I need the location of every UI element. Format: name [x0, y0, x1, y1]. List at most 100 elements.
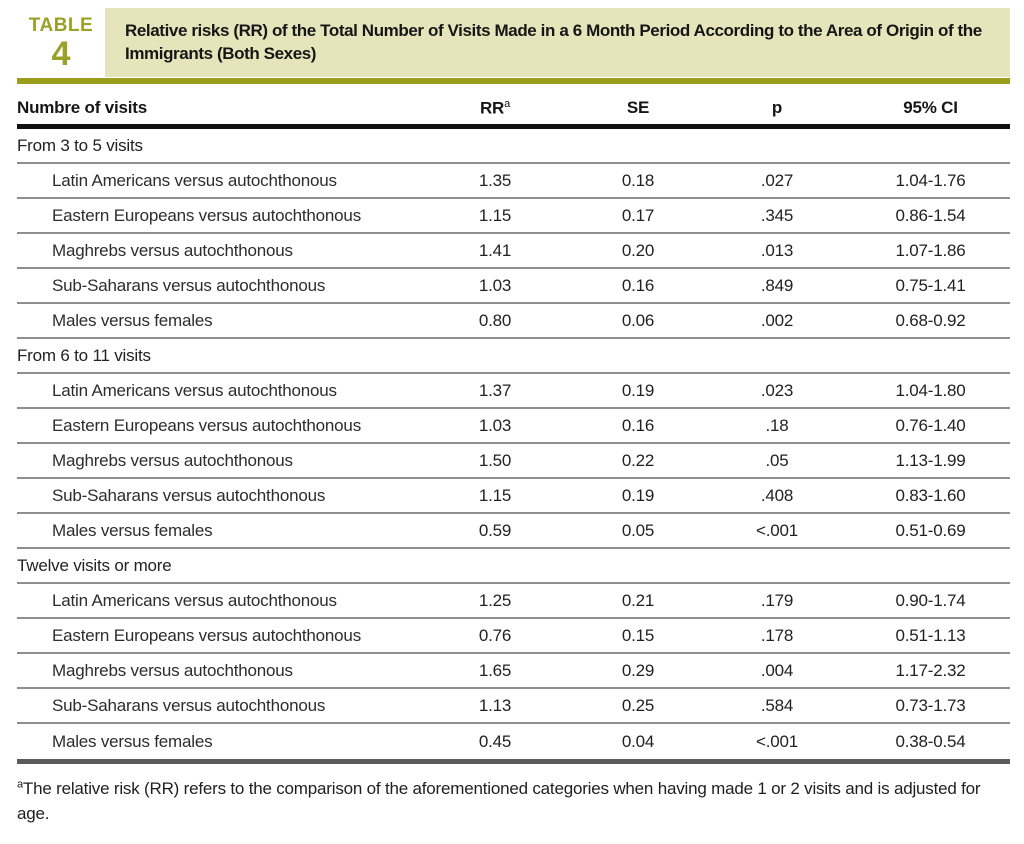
- cell-rr: 1.50: [478, 450, 512, 470]
- row-label: Sub-Saharans versus autochthonous: [52, 695, 326, 715]
- column-header-row: Numbre of visits RRa SE p 95% CI: [17, 92, 1010, 124]
- cell-p: .05: [765, 450, 789, 470]
- table-header: TABLE 4 Relative risks (RR) of the Total…: [17, 8, 1010, 77]
- cell-ci: 0.83-1.60: [895, 485, 966, 505]
- column-header-p: p: [771, 98, 783, 117]
- cell-p: .178: [760, 625, 794, 645]
- cell-se: 0.05: [621, 520, 655, 540]
- cell-ci: 0.90-1.74: [895, 590, 966, 610]
- row-label: Males versus females: [52, 520, 213, 540]
- row-label: Sub-Saharans versus autochthonous: [52, 275, 326, 295]
- section-header-row: From 6 to 11 visits: [17, 339, 1010, 374]
- cell-se: 0.19: [621, 485, 655, 505]
- column-header-rr-superscript: a: [504, 97, 511, 110]
- row-label: Eastern Europeans versus autochthonous: [52, 625, 361, 645]
- cell-rr: 1.37: [478, 380, 512, 400]
- cell-p: .345: [760, 205, 794, 225]
- table-row: Sub-Saharans versus autochthonous 1.13 0.2…: [17, 689, 1010, 724]
- table-body: From 3 to 5 visits Latin Americans versus…: [17, 129, 1010, 764]
- cell-se: 0.19: [621, 380, 655, 400]
- cell-p: .584: [760, 695, 794, 715]
- table-row: Maghrebs versus autochthonous 1.50 0.22 .05…: [17, 444, 1010, 479]
- cell-ci: 1.04-1.76: [895, 170, 966, 190]
- cell-se: 0.16: [621, 275, 655, 295]
- cell-rr: 1.41: [478, 240, 512, 260]
- cell-ci: 0.75-1.41: [895, 275, 966, 295]
- section-header-row: Twelve visits or more: [17, 549, 1010, 584]
- row-label: Maghrebs versus autochthonous: [52, 450, 293, 470]
- cell-se: 0.18: [621, 170, 655, 190]
- title-band: Relative risks (RR) of the Total Number …: [105, 8, 1010, 77]
- section-label: From 6 to 11 visits: [17, 345, 151, 365]
- table-row: Eastern Europeans versus autochthonous 1.…: [17, 409, 1010, 444]
- cell-rr: 1.35: [478, 170, 512, 190]
- cell-ci: 0.68-0.92: [895, 310, 966, 330]
- cell-se: 0.06: [621, 310, 655, 330]
- section-label: From 3 to 5 visits: [17, 135, 143, 155]
- cell-ci: 1.04-1.80: [895, 380, 966, 400]
- cell-se: 0.21: [621, 590, 655, 610]
- cell-se: 0.20: [621, 240, 655, 260]
- cell-se: 0.17: [621, 205, 655, 225]
- cell-se: 0.04: [621, 731, 655, 751]
- cell-rr: 1.03: [478, 415, 512, 435]
- cell-ci: 0.51-0.69: [895, 520, 966, 540]
- cell-se: 0.25: [621, 695, 655, 715]
- cell-rr: 1.25: [478, 590, 512, 610]
- cell-p: .849: [760, 275, 794, 295]
- cell-p: .179: [760, 590, 794, 610]
- row-label: Eastern Europeans versus autochthonous: [52, 205, 361, 225]
- section-label: Twelve visits or more: [17, 555, 172, 575]
- row-label: Males versus females: [52, 731, 213, 751]
- cell-se: 0.15: [621, 625, 655, 645]
- column-header-visits: Numbre of visits: [17, 98, 147, 117]
- table-footnote: aThe relative risk (RR) refers to the co…: [17, 777, 1007, 826]
- row-label: Sub-Saharans versus autochthonous: [52, 485, 326, 505]
- cell-ci: 0.51-1.13: [895, 625, 966, 645]
- table-figure: TABLE 4 Relative risks (RR) of the Total…: [17, 8, 1010, 826]
- column-header-rr-text: RR: [479, 98, 505, 118]
- footnote-text: The relative risk (RR) refers to the com…: [17, 779, 981, 823]
- footnote-superscript: a: [17, 778, 23, 791]
- cell-rr: 0.45: [478, 731, 512, 751]
- cell-p: .002: [760, 310, 794, 330]
- cell-p: .027: [760, 170, 794, 190]
- cell-rr: 1.03: [478, 275, 512, 295]
- table-row: Eastern Europeans versus autochthonous 0.…: [17, 619, 1010, 654]
- cell-rr: 1.15: [478, 485, 512, 505]
- table-row: Eastern Europeans versus autochthonous 1.…: [17, 199, 1010, 234]
- cell-p: <.001: [755, 520, 798, 540]
- cell-p: <.001: [755, 731, 798, 751]
- table-title: Relative risks (RR) of the Total Number …: [125, 20, 982, 63]
- table-row: Males versus females 0.59 0.05 <.001 0.51-0.…: [17, 514, 1010, 549]
- row-label: Males versus females: [52, 310, 213, 330]
- table-row: Sub-Saharans versus autochthonous 1.15 0.1…: [17, 479, 1010, 514]
- cell-ci: 1.13-1.99: [895, 450, 966, 470]
- table-row: Latin Americans versus autochthonous 1.35…: [17, 164, 1010, 199]
- section-header-row: From 3 to 5 visits: [17, 129, 1010, 164]
- cell-p: .18: [765, 415, 789, 435]
- cell-p: .004: [760, 660, 794, 680]
- table-row: Maghrebs versus autochthonous 1.65 0.29 .00…: [17, 654, 1010, 689]
- header-rule: [17, 124, 1010, 129]
- table-row: Latin Americans versus autochthonous 1.25…: [17, 584, 1010, 619]
- table-number-tag: TABLE 4: [17, 8, 105, 77]
- cell-rr: 1.15: [478, 205, 512, 225]
- table-row: Males versus females 0.80 0.06 .002 0.68-0.9…: [17, 304, 1010, 339]
- cell-p: .013: [760, 240, 794, 260]
- cell-se: 0.22: [621, 450, 655, 470]
- cell-ci: 0.38-0.54: [895, 731, 966, 751]
- table-row: Maghrebs versus autochthonous 1.41 0.20 .01…: [17, 234, 1010, 269]
- cell-ci: 0.86-1.54: [895, 205, 966, 225]
- cell-rr: 1.13: [478, 695, 512, 715]
- row-label: Maghrebs versus autochthonous: [52, 240, 293, 260]
- row-label: Latin Americans versus autochthonous: [52, 380, 337, 400]
- cell-p: .408: [760, 485, 794, 505]
- row-label: Maghrebs versus autochthonous: [52, 660, 293, 680]
- column-header-ci: 95% CI: [903, 98, 958, 117]
- cell-rr: 1.65: [478, 660, 512, 680]
- cell-rr: 0.76: [478, 625, 512, 645]
- olive-divider-rule: [17, 78, 1010, 84]
- cell-rr: 0.59: [478, 520, 512, 540]
- cell-ci: 1.07-1.86: [895, 240, 966, 260]
